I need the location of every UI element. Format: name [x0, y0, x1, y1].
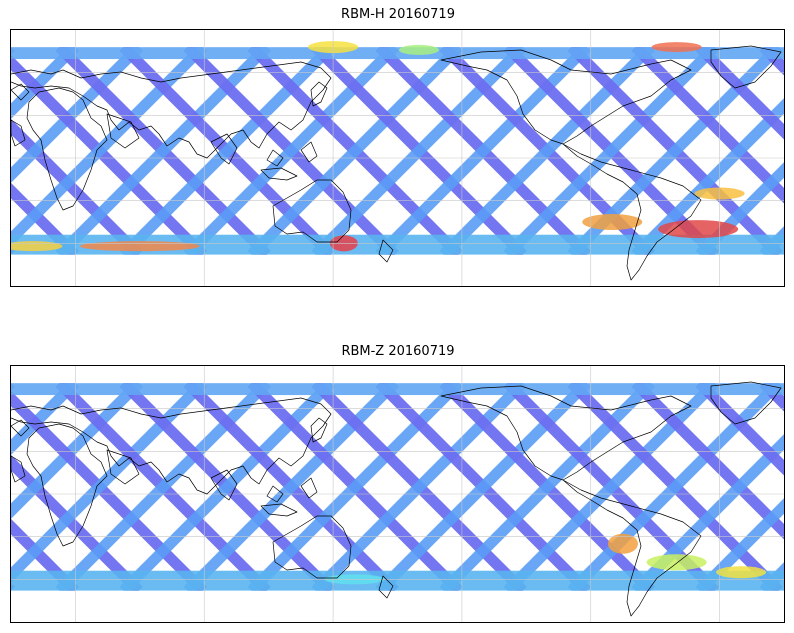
- orbit-swath-descending: [439, 47, 655, 255]
- gridlines: [11, 366, 784, 622]
- coastline: [300, 477, 318, 499]
- coastline: [11, 455, 26, 483]
- intensity-patch: [658, 220, 739, 239]
- coastline: [300, 141, 318, 163]
- intensity-patch: [582, 214, 643, 230]
- intensity-patch: [79, 241, 200, 252]
- orbit-swath-ascending: [759, 47, 784, 76]
- intensity-patch: [651, 42, 702, 53]
- coastline: [106, 449, 140, 485]
- orbit-swath-ascending: [11, 182, 79, 255]
- orbit-swath-descending: [119, 47, 335, 255]
- gridlines: [11, 30, 784, 286]
- coastline: [11, 119, 26, 147]
- orbit-swath-descending: [695, 498, 784, 591]
- orbit-swath-descending: [11, 383, 143, 519]
- orbit-swath-ascending: [759, 383, 784, 412]
- coastline: [260, 503, 298, 517]
- coastline: [710, 381, 782, 425]
- orbit-swath-descending: [759, 226, 784, 255]
- coastlines: [11, 45, 782, 281]
- intensity-patch: [398, 44, 439, 55]
- intensity-patch: [607, 533, 638, 554]
- orbit-swath-descending: [503, 47, 719, 255]
- coastline: [440, 49, 692, 145]
- coastline: [266, 149, 284, 167]
- coastline: [260, 167, 298, 181]
- map-panel-rbm-z: [10, 365, 785, 623]
- orbit-swath-descending: [11, 383, 207, 583]
- orbit-swath-descending: [247, 383, 463, 591]
- intensity-patch: [716, 566, 767, 579]
- south-coverage-band: [11, 570, 784, 591]
- map-panel-rbm-h: [10, 29, 785, 287]
- coastline: [210, 133, 238, 165]
- map-title-rbm-h: RBM-H 20160719: [341, 7, 455, 22]
- orbit-swath-descending: [503, 383, 719, 591]
- orbit-swath-descending: [567, 383, 783, 591]
- coastline: [310, 81, 328, 107]
- orbit-swath-descending: [375, 383, 591, 591]
- orbit-swath-descending: [55, 47, 271, 255]
- map-canvas-rbm-z: [11, 366, 784, 622]
- orbit-swath-descending: [631, 98, 784, 255]
- orbit-swath-descending: [55, 383, 271, 591]
- orbit-swath-descending: [11, 47, 79, 119]
- coastline: [266, 485, 284, 503]
- coastline: [378, 575, 394, 599]
- orbit-swath-descending: [119, 383, 335, 591]
- coastline: [272, 515, 352, 579]
- north-coverage-band: [11, 383, 784, 396]
- orbit-swath-descending: [11, 383, 79, 455]
- coastline: [272, 179, 352, 243]
- coastline: [210, 469, 238, 501]
- orbit-swath-descending: [183, 383, 399, 591]
- coastline: [11, 419, 30, 437]
- orbit-swath-descending: [695, 162, 784, 255]
- orbit-swath-descending: [183, 47, 399, 255]
- hotspot-layer: [11, 41, 745, 252]
- orbit-swath-ascending: [695, 383, 784, 476]
- orbit-swath-ascending: [11, 518, 79, 591]
- orbit-swath-descending: [11, 47, 143, 183]
- orbit-swath-descending: [759, 562, 784, 591]
- map-canvas-rbm-h: [11, 30, 784, 286]
- orbit-swath-descending: [11, 47, 207, 247]
- coastline: [106, 113, 140, 149]
- coastline: [562, 479, 702, 617]
- coastline: [26, 87, 108, 211]
- coastline: [378, 239, 394, 263]
- orbit-swath-descending: [375, 47, 591, 255]
- coastline: [710, 45, 782, 89]
- coastline: [310, 417, 328, 443]
- orbit-swath-descending: [439, 383, 655, 591]
- coastlines: [11, 381, 782, 617]
- orbit-swath-descending: [247, 47, 463, 255]
- intensity-patch: [11, 241, 63, 252]
- coastline: [11, 83, 30, 101]
- coastline: [562, 143, 702, 281]
- map-title-rbm-z: RBM-Z 20160719: [341, 344, 455, 359]
- coastline: [26, 423, 108, 547]
- orbit-swath-ascending: [695, 47, 784, 140]
- coastline: [440, 385, 692, 481]
- intensity-patch: [646, 554, 707, 571]
